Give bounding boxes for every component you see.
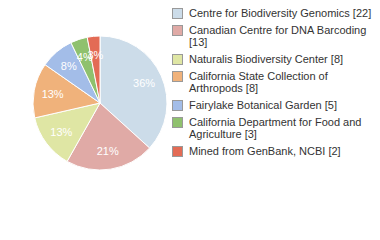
html-text:Canadian Centre for DNA Barcod: Canadian Centre for DNA Barcoding [13]: [189, 24, 367, 48]
svg-text:13%: 13%: [50, 126, 72, 138]
svg-text:8%: 8%: [61, 60, 77, 72]
html-text:California State Collection of: California State Collection of Arthropod…: [189, 70, 328, 94]
html-text:Centre for Biodiversity Genomi: Centre for Biodiversity Genomics [22]: [189, 7, 372, 19]
svg-text:13%: 13%: [42, 88, 64, 100]
svg-text:21%: 21%: [97, 145, 119, 157]
svg-text:3%: 3%: [87, 49, 103, 61]
html-text:Mined from GenBank, NCBI [2]: Mined from GenBank, NCBI [2]: [189, 145, 341, 157]
svg-text:4%: 4%: [76, 51, 93, 64]
html-text:Fairylake Botanical Garden [5]: Fairylake Botanical Garden [5]: [189, 99, 337, 111]
html-text:Naturalis Biodiversity Center: Naturalis Biodiversity Center [8]: [189, 53, 344, 65]
html-text:California Department for Food: California Department for Food and Agric…: [189, 116, 362, 140]
svg-text:36%: 36%: [133, 77, 155, 89]
